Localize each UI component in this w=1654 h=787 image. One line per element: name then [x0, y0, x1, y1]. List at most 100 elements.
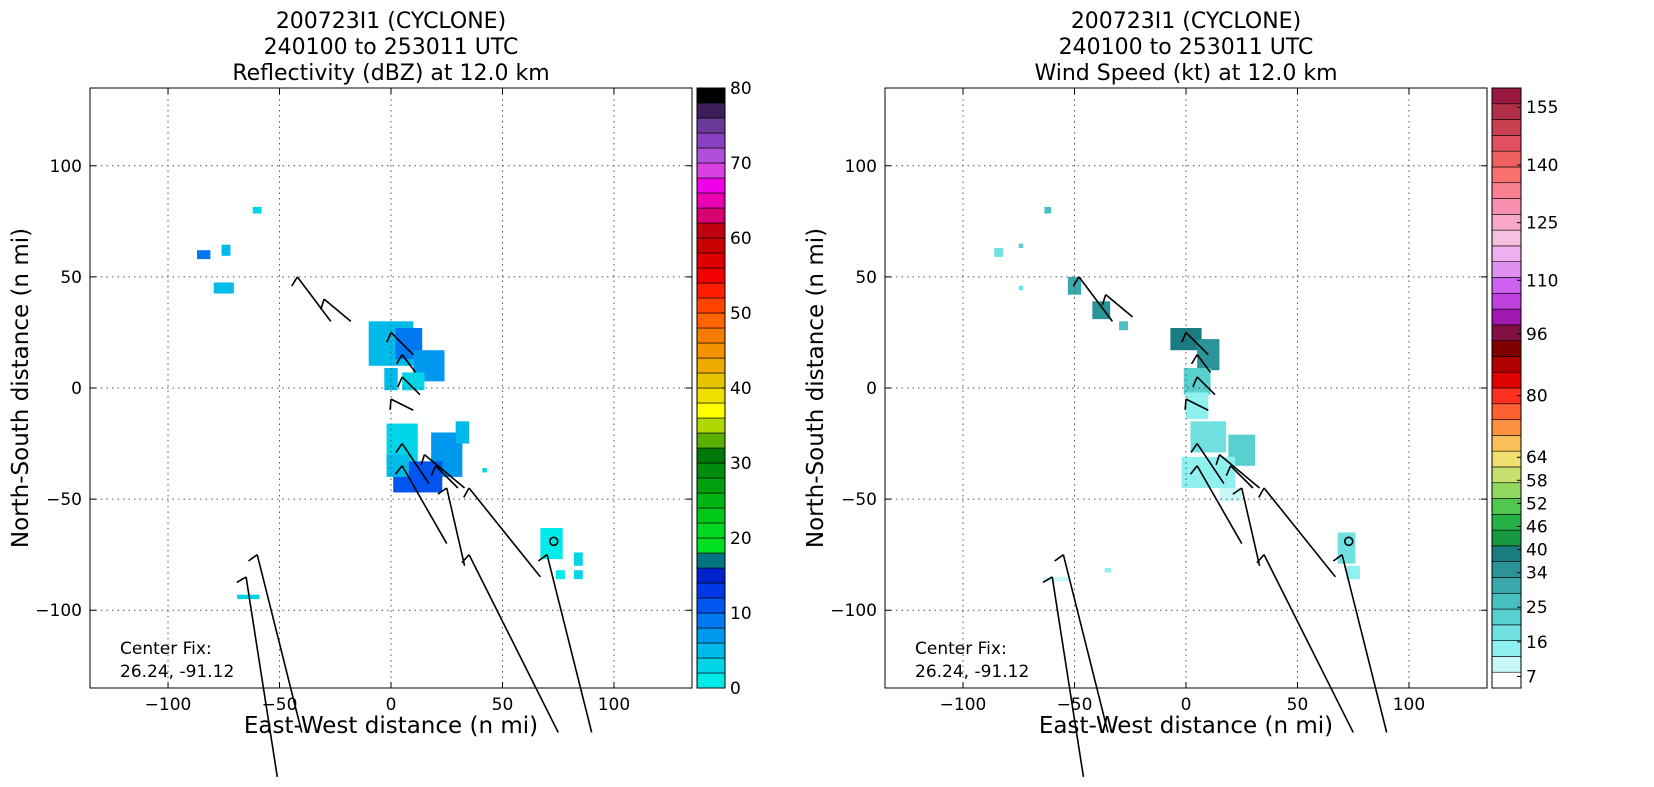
colorbar-tick-label: 34	[1526, 564, 1548, 584]
colorbar-segment	[696, 612, 726, 629]
colorbar-segment	[1491, 561, 1522, 578]
colorbar-segment	[1491, 356, 1522, 373]
colorbar-segment	[1491, 371, 1522, 389]
field-cell	[1181, 456, 1236, 488]
field-cell	[540, 528, 563, 560]
wind-barb-flag	[1215, 454, 1221, 466]
colorbar-tick-label: 25	[1526, 598, 1548, 618]
field-cell	[1018, 243, 1024, 248]
colorbar-segment	[696, 207, 726, 224]
wind-barb	[245, 576, 279, 778]
colorbar-tick-label: 125	[1526, 214, 1558, 234]
colorbar-segment	[696, 417, 726, 434]
wind-barb-flag	[397, 376, 403, 388]
center-fix-annotation: Center Fix:	[915, 639, 1007, 659]
x-tick-label: −100	[940, 695, 987, 715]
colorbar-segment	[1491, 277, 1522, 294]
field-cell	[384, 368, 398, 391]
wind-barb	[1062, 554, 1109, 733]
y-tick-label: 50	[60, 268, 82, 288]
field-cell	[213, 282, 234, 294]
colorbar-segment	[696, 582, 726, 599]
wind-barb	[256, 554, 303, 733]
chart-panel-1: 200723I1 (CYCLONE)240100 to 253011 UTCRe…	[8, 9, 752, 778]
colorbar-segment	[1491, 450, 1522, 468]
colorbar-segment	[696, 282, 726, 299]
colorbar-segment	[696, 357, 726, 374]
colorbar-tick-label: 70	[730, 154, 752, 174]
wind-barb-flag	[1256, 554, 1265, 564]
wind-barb	[1240, 487, 1261, 566]
colorbar-tick-label: 7	[1526, 667, 1537, 687]
colorbar-segment	[696, 672, 726, 689]
colorbar-segment	[696, 342, 726, 359]
colorbar-segment	[1491, 292, 1522, 310]
colorbar-segment	[696, 102, 726, 119]
wind-barb-flag	[420, 454, 426, 466]
wind-barb	[323, 298, 352, 322]
colorbar-segment	[696, 297, 726, 314]
wind-barb-flag	[1072, 276, 1080, 287]
colorbar-segment	[1491, 577, 1522, 594]
colorbar-segment	[696, 567, 726, 584]
wind-barb-flag	[320, 298, 325, 310]
field-cell	[221, 244, 231, 256]
wind-barb-flag	[386, 332, 392, 343]
colorbar-segment	[696, 462, 726, 479]
chart-title-line-2: 240100 to 253011 UTC	[264, 35, 519, 60]
wind-barb	[1185, 331, 1209, 356]
x-tick-label: 100	[598, 695, 630, 715]
colorbar-segment	[1491, 514, 1522, 531]
wind-barb	[1078, 276, 1114, 322]
wind-barb-flag	[291, 276, 299, 287]
wind-barb-flag	[1042, 576, 1053, 584]
wind-barb-flag	[1190, 443, 1198, 453]
center-fix-annotation: 26.24, -91.12	[915, 662, 1029, 682]
wind-barb-flag	[461, 554, 470, 564]
colorbar-tick-label: 80	[1526, 387, 1548, 407]
colorbar-segment	[1491, 419, 1522, 436]
colorbar-segment	[1491, 403, 1522, 420]
colorbar-tick-label: 0	[730, 679, 741, 699]
center-fix-annotation: Center Fix:	[120, 639, 212, 659]
colorbar-segment	[1491, 592, 1522, 610]
colorbar-segment	[696, 162, 726, 179]
colorbar-segment	[696, 447, 726, 464]
colorbar-segment	[696, 387, 726, 404]
x-tick-label: 100	[1393, 695, 1425, 715]
colorbar-tick-label: 60	[730, 229, 752, 249]
wind-barb-flag	[389, 399, 392, 410]
field-cell	[1104, 568, 1112, 573]
colorbar-segment	[696, 432, 726, 449]
field-cell	[1043, 576, 1071, 582]
colorbar-tick-label: 40	[1526, 541, 1548, 561]
colorbar-segment	[1491, 640, 1522, 657]
colorbar-segment	[696, 522, 726, 539]
field-cell	[1183, 368, 1211, 395]
wind-barb	[1196, 465, 1243, 544]
center-fix-marker	[548, 536, 559, 547]
field-cell	[1186, 392, 1209, 420]
colorbar-segment	[1491, 87, 1522, 105]
colorbar-tick-label: 155	[1526, 98, 1558, 118]
colorbar-segment	[696, 192, 726, 209]
y-tick-label: 100	[50, 157, 82, 177]
colorbar-tick-label: 30	[730, 454, 752, 474]
colorbar-segment	[1491, 545, 1522, 562]
y-tick-label: −100	[35, 601, 82, 621]
colorbar-segment	[696, 552, 726, 569]
colorbar-tick-label: 16	[1526, 633, 1548, 653]
colorbar-tick-label: 80	[730, 79, 752, 99]
field-cell	[1190, 421, 1227, 453]
colorbar-segment	[696, 402, 726, 419]
wind-barb-flag	[1232, 487, 1243, 495]
wind-barb	[1196, 354, 1212, 373]
colorbar-tick-label: 64	[1526, 448, 1548, 468]
field-cell	[994, 248, 1004, 257]
wind-barb	[445, 487, 466, 566]
colorbar-segment	[1491, 671, 1522, 689]
y-axis-label: North-South distance (n mi)	[803, 228, 829, 548]
colorbar-segment	[1491, 482, 1522, 499]
colorbar-segment	[696, 87, 726, 104]
colorbar-segment	[1491, 229, 1522, 247]
